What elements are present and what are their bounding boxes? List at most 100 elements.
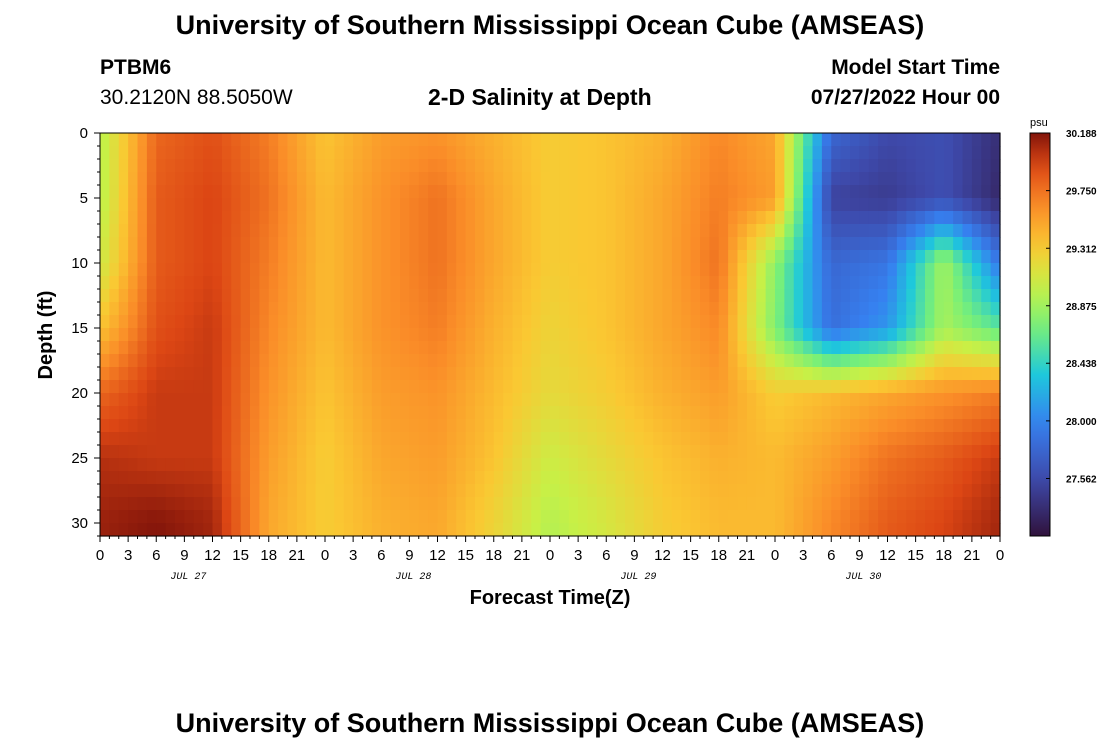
heatmap-cell	[653, 172, 664, 186]
heatmap-cell	[118, 185, 129, 199]
heatmap-cell	[259, 328, 270, 342]
heatmap-cell	[962, 510, 973, 524]
heatmap-cell	[165, 406, 176, 420]
heatmap-cell	[662, 315, 673, 329]
heatmap-cell	[962, 523, 973, 537]
heatmap-cell	[315, 185, 326, 199]
heatmap-cell	[465, 315, 476, 329]
heatmap-cell	[578, 523, 589, 537]
x-tick-label: 21	[964, 547, 981, 564]
heatmap-cell	[287, 328, 298, 342]
heatmap-cell	[456, 380, 467, 394]
heatmap-cell	[896, 497, 907, 511]
heatmap-cell	[156, 510, 167, 524]
heatmap-cell	[831, 172, 842, 186]
heatmap-cell	[578, 367, 589, 381]
heatmap-cell	[850, 341, 860, 355]
heatmap-cell	[353, 458, 364, 472]
heatmap-cell	[325, 497, 335, 511]
heatmap-cell	[821, 393, 832, 407]
heatmap-cell	[840, 458, 851, 472]
heatmap-cell	[587, 172, 598, 186]
heatmap-cell	[240, 354, 251, 368]
heatmap-cell	[137, 250, 148, 264]
heatmap-cell	[100, 354, 110, 368]
heatmap-cell	[203, 133, 214, 147]
heatmap-cell	[821, 341, 832, 355]
heatmap-cell	[118, 523, 129, 537]
heatmap-cell	[681, 445, 692, 459]
colorbar-label: 30.188	[1066, 129, 1097, 140]
heatmap-cell	[578, 445, 589, 459]
heatmap-cell	[737, 458, 748, 472]
heatmap-cell	[512, 510, 523, 524]
heatmap-cell	[550, 354, 560, 368]
heatmap-cell	[831, 354, 842, 368]
heatmap-cell	[315, 380, 326, 394]
heatmap-cell	[868, 198, 879, 212]
heatmap-cell	[156, 237, 167, 251]
heatmap-cell	[512, 250, 523, 264]
heatmap-cell	[934, 185, 945, 199]
heatmap-cell	[690, 302, 701, 316]
heatmap-cell	[718, 276, 729, 290]
heatmap-cell	[953, 510, 964, 524]
heatmap-cell	[746, 432, 757, 446]
heatmap-cell	[306, 484, 317, 498]
heatmap-cell	[606, 380, 617, 394]
heatmap-cell	[250, 302, 260, 316]
heatmap-cell	[737, 133, 748, 147]
heatmap-cell	[156, 328, 167, 342]
heatmap-cell	[278, 211, 289, 225]
heatmap-cell	[568, 458, 579, 472]
heatmap-cell	[859, 419, 870, 433]
heatmap-cell	[353, 406, 364, 420]
heatmap-cell	[531, 432, 542, 446]
heatmap-cell	[128, 276, 139, 290]
heatmap-cell	[475, 185, 485, 199]
heatmap-cell	[681, 250, 692, 264]
heatmap-cell	[325, 510, 335, 524]
heatmap-cell	[653, 497, 664, 511]
heatmap-cell	[456, 432, 467, 446]
heatmap-cell	[493, 523, 504, 537]
heatmap-cell	[775, 315, 785, 329]
heatmap-cell	[156, 523, 167, 537]
heatmap-cell	[981, 302, 992, 316]
heatmap-cell	[540, 224, 551, 238]
heatmap-cell	[165, 315, 176, 329]
heatmap-cell	[746, 341, 757, 355]
heatmap-cell	[521, 302, 532, 316]
heatmap-cell	[306, 354, 317, 368]
heatmap-cell	[100, 393, 110, 407]
heatmap-cell	[475, 328, 485, 342]
heatmap-cell	[878, 497, 889, 511]
heatmap-cell	[268, 172, 279, 186]
heatmap-cell	[221, 406, 232, 420]
heatmap-cell	[765, 263, 776, 277]
heatmap-cell	[503, 328, 514, 342]
heatmap-cell	[831, 510, 842, 524]
heatmap-cell	[690, 315, 701, 329]
heatmap-cell	[718, 302, 729, 316]
heatmap-cell	[446, 250, 457, 264]
heatmap-cell	[578, 302, 589, 316]
heatmap-cell	[137, 159, 148, 173]
heatmap-cell	[840, 432, 851, 446]
heatmap-cell	[146, 380, 157, 394]
heatmap-cell	[709, 146, 720, 160]
heatmap-cell	[831, 484, 842, 498]
heatmap-cell	[559, 341, 570, 355]
heatmap-cell	[653, 224, 664, 238]
heatmap-cell	[887, 471, 898, 485]
heatmap-cell	[400, 432, 410, 446]
heatmap-cell	[175, 224, 185, 238]
x-tick-label: 6	[152, 547, 160, 564]
heatmap-cell	[793, 354, 804, 368]
heatmap-cell	[925, 133, 935, 147]
heatmap-cell	[887, 432, 898, 446]
heatmap-cell	[943, 328, 954, 342]
heatmap-cell	[175, 523, 185, 537]
heatmap-cell	[934, 445, 945, 459]
heatmap-cell	[812, 302, 823, 316]
